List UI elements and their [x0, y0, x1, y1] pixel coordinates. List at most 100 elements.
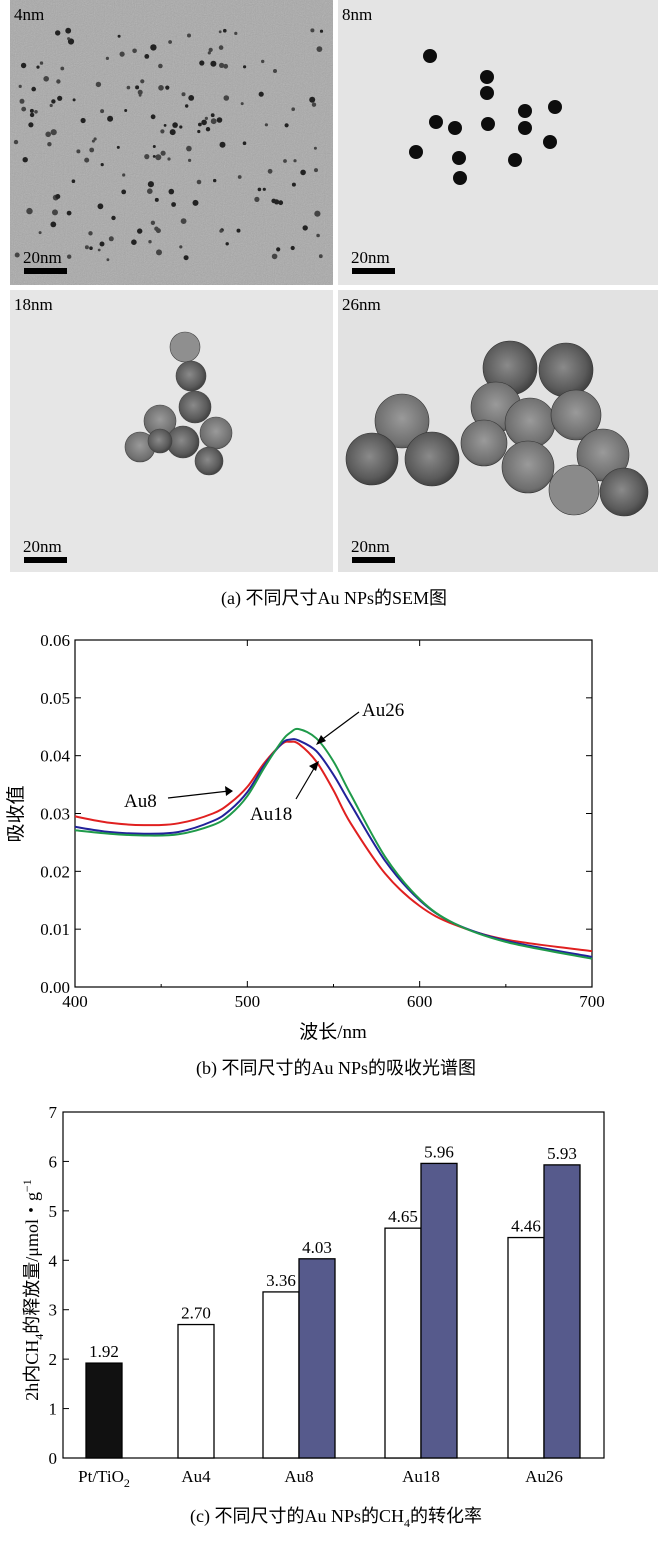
nanoparticle-dot — [284, 123, 289, 128]
scale-bar — [352, 557, 395, 563]
y-tick-label: 0.06 — [40, 631, 70, 650]
y-tick-label: 4 — [49, 1251, 58, 1270]
sem-size-label: 18nm — [14, 295, 53, 314]
nanoparticle-dot — [137, 228, 143, 234]
caption-subscript: 4 — [404, 1516, 410, 1530]
y-tick-label: 0.01 — [40, 920, 70, 939]
nanoparticle-dot — [186, 145, 192, 152]
nanoparticle-dot — [293, 159, 297, 163]
nanoparticle-dot — [20, 62, 27, 69]
nanoparticle-cluster-18nm — [124, 331, 233, 476]
nanoparticle-dot — [150, 220, 156, 225]
nanoparticle-dot — [261, 59, 265, 64]
nanoparticle-dot — [201, 119, 207, 126]
nanoparticle-dot — [67, 254, 72, 259]
nanoparticle-dot — [188, 95, 195, 101]
nanoparticle-dot — [122, 173, 126, 177]
nanoparticle-dot — [158, 85, 164, 91]
nanoparticle-dot — [65, 27, 72, 34]
nanoparticle-dot — [188, 158, 192, 162]
nanoparticle-dot — [47, 142, 52, 147]
nanoparticle-dot — [180, 218, 187, 225]
bar — [177, 1323, 215, 1459]
nanoparticle-dot — [89, 147, 95, 153]
y-tick-label: 5 — [49, 1202, 58, 1221]
nanoparticle-dot — [207, 51, 211, 55]
nanoparticle-dot — [147, 181, 154, 188]
nanoparticle-dot — [148, 240, 152, 244]
y-axis-label-part: 的释放量/μmol・g — [22, 1192, 42, 1334]
bar — [298, 1258, 336, 1459]
x-tick-label: 500 — [235, 992, 261, 1011]
panel-c-caption: (c) 不同尺寸的Au NPs的CH4的转化率 — [190, 1506, 482, 1530]
nanoparticle-dot — [210, 118, 217, 125]
nanoparticle-dot — [50, 221, 57, 228]
nanoparticle-dot — [158, 63, 163, 69]
nanoparticle-dot — [314, 168, 318, 173]
nanoparticle-dot — [97, 248, 101, 252]
nanoparticle-dot — [111, 215, 116, 221]
chart-lines — [74, 727, 593, 960]
nanoparticle-dot — [264, 123, 268, 127]
nanoparticle-dot — [52, 209, 58, 216]
nanoparticle-dot — [43, 76, 49, 82]
nanoparticle-dot — [278, 200, 284, 206]
nanoparticle-dot — [124, 109, 128, 112]
nanoparticle-dot — [45, 131, 51, 138]
x-tick-label: Au18 — [402, 1467, 440, 1486]
nanoparticle-dot — [97, 203, 104, 210]
nanoparticle-dot — [204, 116, 208, 120]
nanoparticle-dot — [223, 63, 229, 69]
nanoparticle-dot — [168, 188, 175, 195]
nanoparticle-dot — [76, 149, 81, 154]
sem-image-4nm: 4nm 20nm — [10, 0, 333, 285]
caption-part: 的转化率 — [410, 1506, 482, 1526]
nanoparticle-dot — [291, 107, 296, 111]
nanoparticle-dot — [84, 157, 90, 163]
nanoparticle-dot — [89, 246, 93, 250]
bar-value-label: 4.03 — [302, 1238, 332, 1257]
x-tick-label-part: Pt/TiO — [78, 1467, 124, 1486]
nanoparticle-dot — [283, 159, 287, 163]
panel-b-caption: (b) 不同尺寸的Au NPs的吸收光谱图 — [196, 1058, 476, 1079]
y-axis-label-subscript: 4 — [32, 1334, 46, 1340]
nanoparticle-dot — [172, 122, 178, 128]
nanoparticle-dot — [21, 106, 27, 112]
nanoparticle-dot — [67, 38, 75, 45]
nanoparticle-dot — [95, 81, 102, 88]
y-tick-label: 1 — [49, 1400, 58, 1419]
nanoparticle-dot — [147, 188, 153, 194]
x-tick-label: Au26 — [525, 1467, 563, 1486]
nanoparticle-dot — [160, 129, 165, 134]
nanoparticle-dot — [51, 99, 56, 104]
nanoparticle-dots-8nm — [409, 49, 562, 185]
nanoparticle-dot — [36, 65, 40, 69]
nanoparticle-dot — [126, 85, 131, 90]
nanoparticle-dot — [29, 108, 34, 113]
x-tick-label-subscript: 2 — [124, 1476, 130, 1490]
nanoparticle-dot — [216, 117, 223, 123]
nanoparticle-dot — [137, 89, 143, 95]
nanoparticle-dot — [99, 241, 105, 247]
nanoparticle-dot — [223, 95, 230, 101]
nanoparticle-dot — [316, 46, 323, 52]
nanoparticle-dot — [185, 104, 189, 108]
nanoparticle-dot — [267, 168, 273, 174]
nanoparticle-dot — [316, 233, 320, 238]
bar-value-label: 4.65 — [388, 1207, 418, 1226]
nanoparticle-dot — [121, 189, 127, 195]
nanoparticle-dot — [169, 129, 176, 136]
nanoparticle-dot — [152, 155, 156, 158]
x-tick-label: 600 — [407, 992, 433, 1011]
nanoparticle-dot — [84, 245, 89, 250]
sem-size-label: 8nm — [342, 5, 372, 24]
nanoparticle-dot — [198, 122, 202, 127]
nanoparticle-dot — [57, 95, 63, 101]
nanoparticle-dot — [135, 85, 140, 90]
nanoparticle-dot — [71, 179, 76, 183]
bar-value-label: 5.96 — [424, 1142, 454, 1161]
nanoparticle-dot — [55, 30, 61, 36]
nanoparticle-dot — [168, 40, 173, 44]
nanoparticle-dot — [213, 178, 217, 183]
nanoparticle-dot — [100, 163, 104, 167]
